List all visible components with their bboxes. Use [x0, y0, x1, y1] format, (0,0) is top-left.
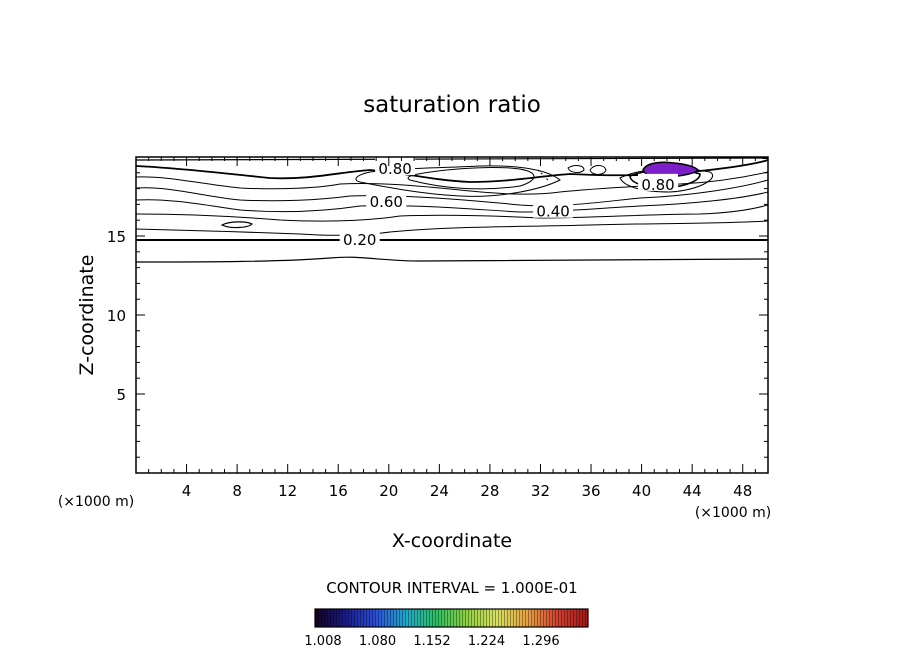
contour-label-bg [533, 200, 574, 218]
x-tick-label: 28 [480, 482, 499, 500]
chart-title: saturation ratio [363, 92, 541, 118]
contour-label-bg [375, 158, 416, 176]
x-tick-label: 4 [182, 482, 192, 500]
contour-line [136, 179, 768, 207]
x-tick-label: 20 [379, 482, 398, 500]
y-tick-label: 5 [116, 386, 126, 404]
x-tick-label: 16 [329, 482, 348, 500]
colorbar-tick-label: 1.224 [468, 634, 505, 649]
contour-label-bg [339, 229, 380, 247]
contour-label: 0.20 [343, 231, 376, 249]
contour-label-bg [638, 173, 679, 191]
contour-line [220, 221, 254, 229]
x-tick-label: 48 [733, 482, 752, 500]
x-unit-left: (×1000 m) [58, 494, 134, 510]
contour-line [407, 166, 535, 190]
contour-labels: 0.80 0.80 0.60 0.40 0.20 [339, 158, 679, 249]
contour-line [136, 204, 768, 222]
contour-interval: CONTOUR INTERVAL = 1.000E-01 [326, 579, 577, 597]
colorbar-tick-label: 1.296 [522, 634, 559, 649]
colorbar-stripes [315, 609, 588, 627]
colorbar-tick-label: 1.080 [359, 634, 396, 649]
colorbar: 1.008 1.080 1.152 1.224 1.296 [304, 608, 589, 649]
x-axis-label: X-coordinate [392, 530, 512, 552]
contour-label: 0.60 [370, 193, 403, 211]
colorbar-labels: 1.008 1.080 1.152 1.224 1.296 [304, 634, 559, 649]
contour-label: 0.80 [641, 176, 674, 194]
x-tick-label: 32 [531, 482, 550, 500]
x-tick-label: 44 [683, 482, 702, 500]
contour-line [567, 165, 585, 173]
colorbar-frame [314, 608, 589, 628]
x-tick-label: 40 [632, 482, 651, 500]
contour-label: 0.40 [536, 203, 569, 221]
y-tick-label: 10 [107, 307, 126, 325]
contour-line [589, 165, 607, 175]
contour-line [136, 171, 768, 195]
contour-label-bg [366, 191, 407, 209]
contour-line [355, 165, 561, 197]
y-tick-label: 15 [107, 228, 126, 246]
colorbar-tick-label: 1.152 [413, 634, 450, 649]
contour-line [136, 256, 768, 263]
x-tick-label: 12 [278, 482, 297, 500]
contour-line [136, 220, 768, 236]
x-tick-label: 8 [232, 482, 242, 500]
y-axis-label: Z-coordinate [76, 255, 98, 376]
x-tick-label: 24 [430, 482, 449, 500]
contour-line [136, 191, 768, 213]
x-unit-right: (×1000 m) [695, 505, 771, 521]
x-tick-label: 36 [581, 482, 600, 500]
contour-label: 0.80 [378, 160, 411, 178]
colorbar-tick-label: 1.008 [304, 634, 341, 649]
